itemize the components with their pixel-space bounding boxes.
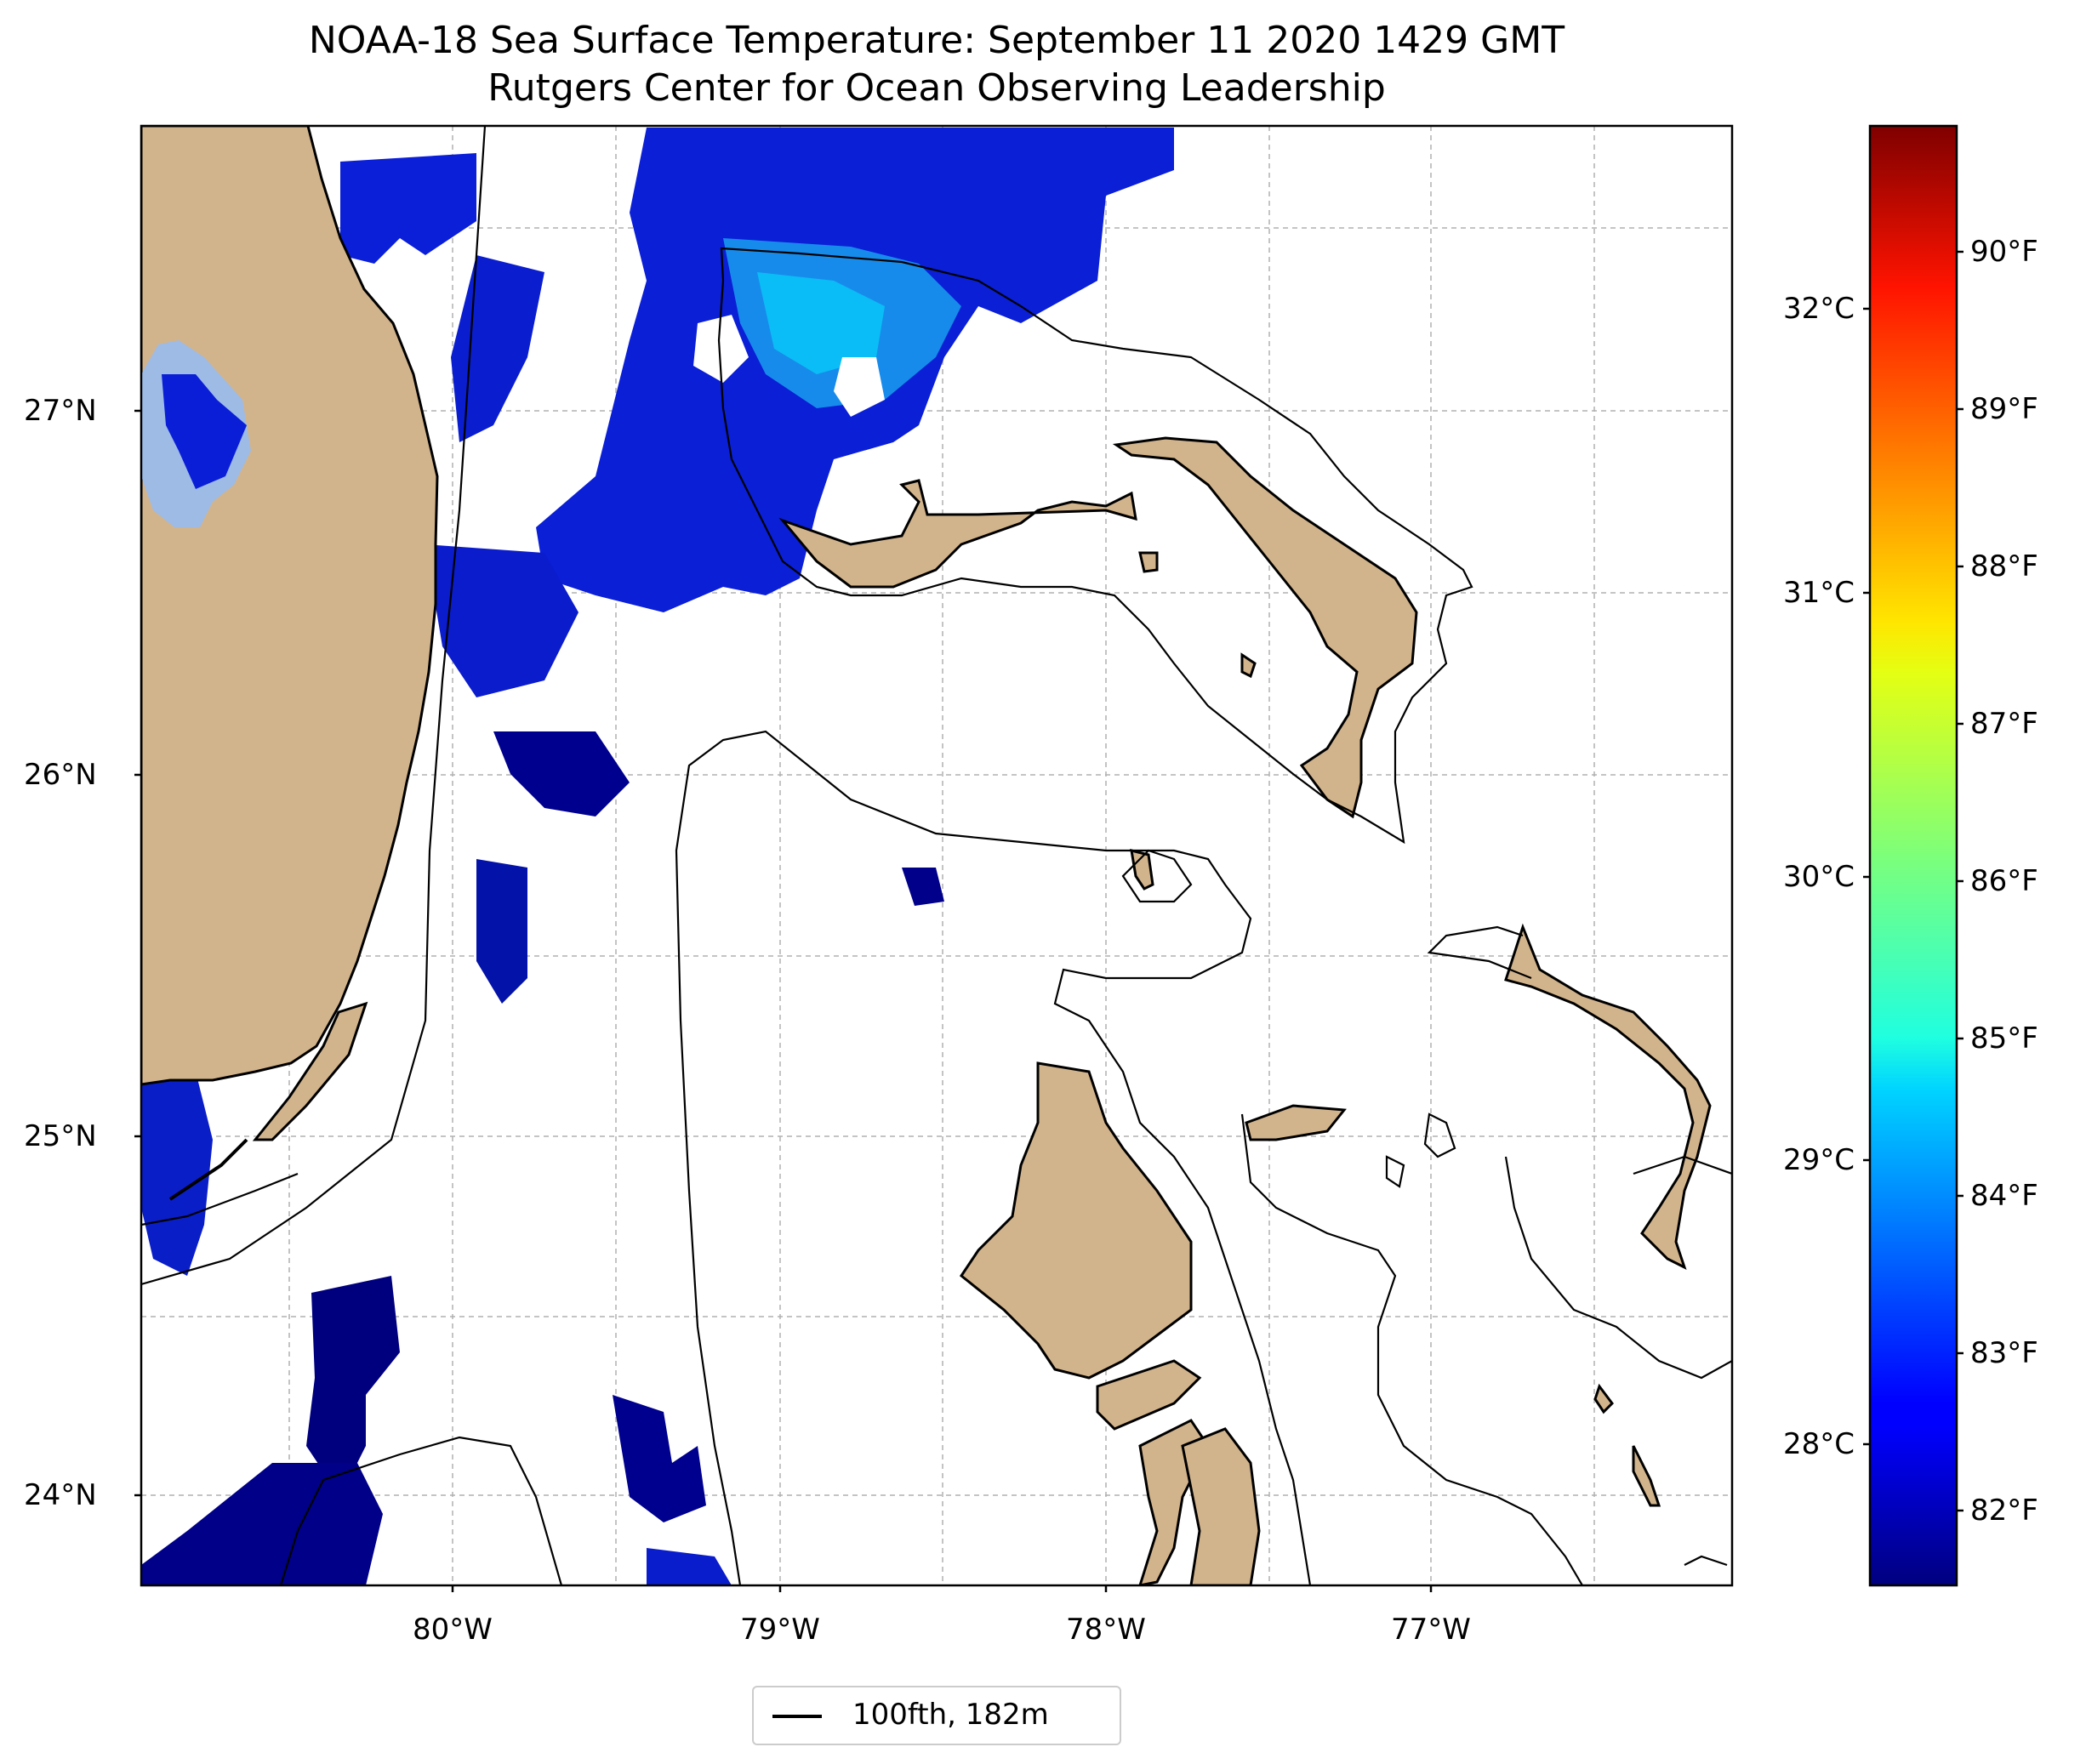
colorbar-fahrenheit-label: 87°F <box>1970 707 2038 741</box>
colorbar-celsius-label: 31°C <box>1782 576 1855 610</box>
new-providence-land <box>1245 1104 1347 1141</box>
lon-label: 80°W <box>413 1613 493 1647</box>
100-fathom-contour <box>141 126 1732 1585</box>
abaco-land <box>1112 436 1418 819</box>
lat-label: 25°N <box>24 1119 97 1153</box>
colorbar-fahrenheit-label: 86°F <box>1970 864 2038 898</box>
colorbar-fahrenheit-label: 90°F <box>1970 235 2038 269</box>
andros-land <box>959 1061 1193 1380</box>
colorbar-fahrenheit-label: 89°F <box>1970 392 2038 426</box>
eleuthera-land <box>1504 923 1712 1270</box>
colorbar-celsius-label: 28°C <box>1782 1427 1855 1461</box>
legend-label: 100fth, 182m <box>852 1698 1049 1732</box>
colorbar-fahrenheit-label: 85°F <box>1970 1021 2038 1056</box>
map-subtitle: Rutgers Center for Ocean Observing Leade… <box>487 66 1386 110</box>
lat-label: 26°N <box>24 758 97 792</box>
florida-land <box>141 126 439 1086</box>
lon-label: 79°W <box>740 1613 820 1647</box>
colorbar-celsius-label: 32°C <box>1782 292 1855 326</box>
lat-label: 24°N <box>24 1478 97 1512</box>
map-title: NOAA-18 Sea Surface Temperature: Septemb… <box>308 19 1565 62</box>
lat-label: 27°N <box>24 394 97 428</box>
lon-label: 77°W <box>1391 1613 1471 1647</box>
lon-label: 78°W <box>1066 1613 1146 1647</box>
colorbar-fahrenheit-label: 88°F <box>1970 549 2038 583</box>
legend: 100fth, 182m <box>752 1686 1121 1745</box>
grand-bahama-land <box>778 479 1137 589</box>
colorbar-fahrenheit-label: 83°F <box>1970 1336 2038 1370</box>
sst-data-patches <box>141 128 1174 1585</box>
legend-line-swatch <box>772 1715 822 1718</box>
colorbar <box>1868 124 1958 1587</box>
colorbar-celsius-label: 29°C <box>1782 1143 1855 1177</box>
colorbar-celsius-label: 30°C <box>1782 860 1855 894</box>
map-frame <box>140 124 1734 1587</box>
colorbar-fahrenheit-label: 82°F <box>1970 1494 2038 1528</box>
colorbar-fahrenheit-label: 84°F <box>1970 1179 2038 1213</box>
florida-keys <box>252 1001 368 1141</box>
